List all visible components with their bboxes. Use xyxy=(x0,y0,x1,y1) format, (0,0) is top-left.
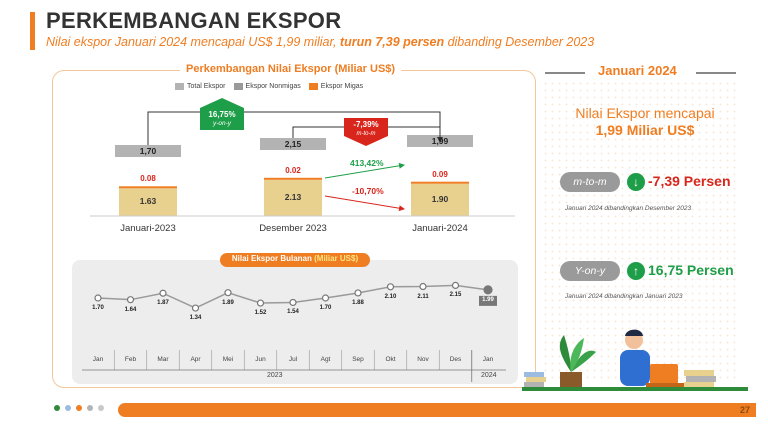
mtm-value: -7,39 Persen xyxy=(648,173,731,189)
migas-label-1: 0.02 xyxy=(285,165,301,175)
header-rule-left xyxy=(545,72,585,74)
dot-5 xyxy=(98,405,104,411)
dot-3 xyxy=(76,405,82,411)
subtitle-bold: turun 7,39 persen xyxy=(339,35,445,49)
page-number: 27 xyxy=(739,405,750,415)
desk-line xyxy=(522,387,748,391)
total-label-0: 1,70 xyxy=(139,146,157,156)
slide-dots xyxy=(54,405,104,411)
legend-total-swatch xyxy=(175,83,184,90)
line-value-4: 1.89 xyxy=(222,299,234,306)
mtm-note: Januari 2024 dibandingkan Desember 2023 xyxy=(565,205,692,212)
line-value-2: 1.87 xyxy=(157,300,169,307)
month-label-5: Jun xyxy=(255,356,266,363)
month-label-3: Apr xyxy=(190,356,201,363)
line-chart-title: Nilai Ekspor Bulanan (Miliar US$) xyxy=(220,254,370,263)
year-label-2024: 2024 xyxy=(481,372,497,379)
year-label-2023: 2023 xyxy=(267,372,283,379)
yoy-badge-label: y-on-y xyxy=(212,120,232,127)
nilai-ekspor-text: Nilai Ekspor mencapai 1,99 Miliar US$ xyxy=(560,105,730,139)
dot-2 xyxy=(65,405,71,411)
line-chart-title-unit: (Miliar US$) xyxy=(314,254,359,263)
legend-total: Total Ekspor xyxy=(175,83,226,90)
nonmigas-label-2: 1.90 xyxy=(431,193,449,204)
page-title: PERKEMBANGAN EKSPOR xyxy=(46,8,342,33)
panel-title-unit: (Miliar US$) xyxy=(334,63,396,75)
right-header: Januari 2024 xyxy=(598,63,677,78)
legend-migas-label: Ekspor Migas xyxy=(320,83,364,90)
dot-1 xyxy=(54,405,60,411)
total-label-2: 1,99 xyxy=(431,136,449,146)
month-label-7: Agt xyxy=(320,356,331,363)
month-label-10: Nov xyxy=(417,356,429,363)
yoy-pill: Y-on-y xyxy=(560,261,620,281)
legend-nonmigas-swatch xyxy=(233,83,243,90)
total-label-1: 2,15 xyxy=(284,139,302,149)
line-value-7: 1.70 xyxy=(319,305,332,311)
nonmigas-change-label: -10,70% xyxy=(352,186,384,196)
month-label-9: Okt xyxy=(385,356,396,363)
mtm-badge-label: m-to-m xyxy=(356,131,376,137)
yoy-value: 16,75 Persen xyxy=(648,262,734,278)
month-label-0: Jan xyxy=(92,356,104,363)
legend-migas-swatch xyxy=(308,83,318,90)
line-value-0: 1.70 xyxy=(92,305,104,311)
month-label-6: Jul xyxy=(288,356,298,363)
legend-total-label: Total Ekspor xyxy=(187,83,226,90)
migas-change-label: 413,42% xyxy=(350,158,384,168)
nonmigas-label-1: 2.13 xyxy=(284,191,302,202)
header-rule-right xyxy=(696,72,736,74)
line-value-8: 1.88 xyxy=(352,299,364,306)
category-label-dec2023: Desember 2023 xyxy=(259,223,327,234)
month-label-8: Sep xyxy=(352,356,364,363)
line-value-10: 2.11 xyxy=(417,293,429,300)
nilai-line1: Nilai Ekspor mencapai xyxy=(575,105,715,121)
line-value-11: 2.15 xyxy=(449,292,462,299)
title-accent-bar xyxy=(30,12,35,50)
line-value-5: 1.52 xyxy=(254,310,267,317)
panel-title: Perkembangan Nilai Ekspor (Miliar US$) xyxy=(180,63,402,75)
category-label-jan2023: Januari-2023 xyxy=(120,223,176,234)
line-value-12: 1.99 xyxy=(482,296,494,303)
month-label-4: Mei xyxy=(222,356,234,363)
legend-nonmigas: Ekspor Nonmigas xyxy=(233,83,301,90)
month-label-1: Feb xyxy=(124,356,137,363)
line-value-6: 1.54 xyxy=(287,309,299,316)
line-value-9: 2.10 xyxy=(384,293,397,300)
nonmigas-label-0: 1.63 xyxy=(139,196,157,207)
mtm-pill: m-to-m xyxy=(560,172,620,192)
month-label-2: Mar xyxy=(157,356,169,363)
footer-bar xyxy=(118,403,756,417)
subtitle-part1: Nilai ekspor Januari 2024 mencapai US$ 1… xyxy=(46,35,340,49)
legend-migas: Ekspor Migas xyxy=(308,83,364,90)
nilai-line2: 1,99 Miliar US$ xyxy=(595,122,695,138)
legend: Total Ekspor Ekspor Nonmigas Ekspor Miga… xyxy=(175,83,363,90)
migas-label-2: 0.09 xyxy=(432,169,448,179)
mtm-badge-value: -7,39% xyxy=(353,120,379,129)
line-value-3: 1.34 xyxy=(189,315,202,322)
line-chart-title-main: Nilai Ekspor Bulanan xyxy=(231,254,315,263)
yoy-badge-value: 16,75% xyxy=(208,110,236,119)
panel-title-main: Perkembangan Nilai Ekspor xyxy=(186,63,335,75)
month-label-12: Jan xyxy=(482,356,494,363)
line-value-1: 1.64 xyxy=(124,306,137,313)
migas-label-0: 0.08 xyxy=(140,174,156,184)
arrow-down-icon: ↓ xyxy=(627,173,645,191)
yoy-note: Januari 2024 dibandingkan Januari 2023 xyxy=(565,293,683,300)
legend-nonmigas-label: Ekspor Nonmigas xyxy=(245,83,301,90)
subtitle-part2: dibanding Desember 2023 xyxy=(444,35,595,49)
arrow-up-icon: ↑ xyxy=(627,262,645,280)
dot-4 xyxy=(87,405,93,411)
category-label-jan2024: Januari-2024 xyxy=(412,223,468,234)
month-label-11: Des xyxy=(449,356,462,363)
page-subtitle: Nilai ekspor Januari 2024 mencapai US$ 1… xyxy=(46,35,594,49)
